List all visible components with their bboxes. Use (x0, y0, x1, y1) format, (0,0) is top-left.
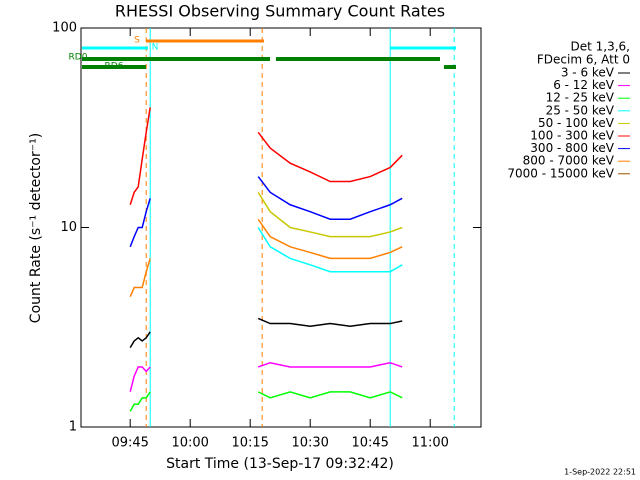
flag-label: RD0 (69, 53, 88, 63)
x-axis-label: Start Time (13-Sep-17 09:32:42) (166, 456, 394, 472)
legend-label: 25 - 50 keV (546, 103, 615, 117)
x-tick-label: 11:00 (411, 436, 448, 451)
y-axis-label: Count Rate (s⁻¹ detector⁻¹) (28, 133, 44, 323)
series-line (129, 107, 151, 205)
subtitle: FDecim 6, Att 0 (537, 53, 630, 67)
y-tick-label: 1 (69, 420, 77, 435)
x-tick-label: 10:00 (171, 436, 208, 451)
series-line (257, 227, 403, 273)
series-line (257, 131, 403, 183)
legend-label: 50 - 100 keV (538, 116, 615, 130)
y-tick-label: 100 (52, 21, 77, 36)
series-line (129, 331, 151, 348)
footer: 1-Sep-2022 22:51 (564, 468, 636, 477)
series-line (129, 258, 151, 297)
flag-label: RD6 (105, 62, 124, 72)
series-line (257, 176, 403, 220)
flag-label: S (134, 36, 140, 46)
series-line (129, 198, 151, 248)
series-line (257, 191, 403, 238)
x-tick-label: 10:45 (351, 436, 388, 451)
subtitle: Det 1,3,6, (571, 40, 631, 54)
legend-label: 7000 - 15000 keV (507, 166, 614, 180)
x-tick-label: 10:15 (231, 436, 268, 451)
legend-label: 12 - 25 keV (546, 91, 615, 105)
series-line (257, 391, 403, 399)
legend-label: 3 - 6 keV (561, 66, 615, 80)
legend-label: 300 - 800 keV (530, 141, 614, 155)
flag-label: N (152, 43, 159, 53)
series-line (257, 361, 403, 368)
legend-label: 800 - 7000 keV (523, 154, 615, 168)
chart-title: RHESSI Observing Summary Count Rates (115, 2, 445, 21)
y-tick-label: 10 (60, 220, 77, 235)
series-line (257, 218, 403, 260)
series-line (129, 391, 151, 412)
legend-label: 100 - 300 keV (530, 129, 614, 143)
x-tick-label: 10:30 (291, 436, 328, 451)
legend-label: 6 - 12 keV (553, 78, 615, 92)
x-tick-label: 09:45 (111, 436, 148, 451)
series-line (257, 317, 403, 327)
series-line (129, 366, 151, 393)
